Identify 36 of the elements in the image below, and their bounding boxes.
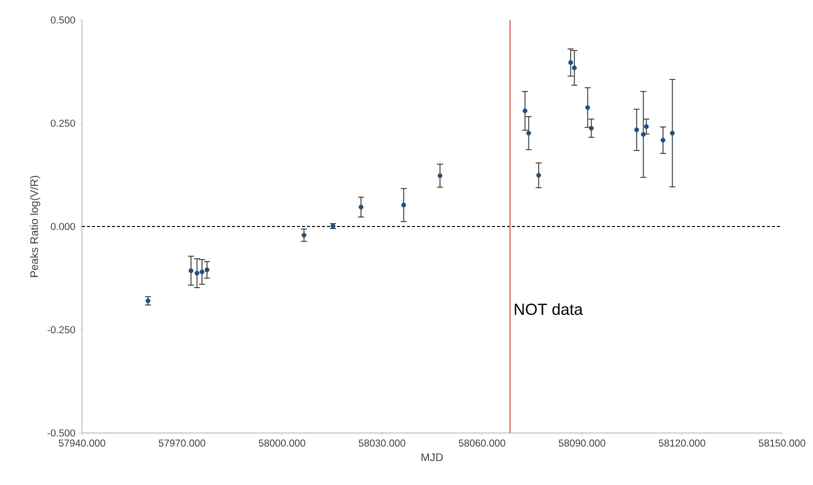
point bbox=[640, 132, 646, 137]
y-tick-label: -0.500 bbox=[48, 429, 76, 437]
y-tick-label: 0.250 bbox=[50, 120, 76, 127]
x-tick-label: 58120.000 bbox=[658, 440, 706, 447]
x-tick-label: 58150.000 bbox=[758, 440, 806, 447]
point bbox=[522, 108, 528, 114]
y-tick-label: 0.500 bbox=[50, 16, 76, 24]
x-tick-label: 57940.000 bbox=[58, 440, 106, 447]
point bbox=[438, 173, 442, 178]
point bbox=[194, 270, 200, 276]
x-axis-title: MJD bbox=[422, 453, 443, 462]
x-tick-label: 57970.000 bbox=[158, 440, 206, 447]
x-tick-label: 58090.000 bbox=[558, 440, 606, 447]
point bbox=[568, 60, 574, 65]
point bbox=[188, 268, 194, 274]
point bbox=[536, 172, 542, 178]
x-tick-label: 58030.000 bbox=[358, 440, 406, 447]
y-tick-label: 0.000 bbox=[50, 222, 76, 230]
point bbox=[526, 130, 532, 136]
point bbox=[644, 124, 649, 129]
point bbox=[572, 66, 577, 70]
y-tick-label: -0.250 bbox=[48, 326, 76, 334]
x-tick-label: 58000.000 bbox=[258, 440, 306, 447]
point bbox=[588, 126, 594, 131]
point bbox=[634, 127, 640, 132]
point bbox=[200, 270, 204, 274]
point bbox=[585, 105, 590, 110]
point bbox=[358, 204, 364, 210]
point bbox=[204, 267, 210, 272]
point bbox=[401, 202, 406, 208]
x-tick-label: 58060.000 bbox=[458, 440, 506, 447]
point bbox=[660, 138, 666, 143]
point bbox=[302, 232, 306, 238]
point bbox=[670, 130, 675, 136]
y-axis-title: Peaks Ratio log(V/R) bbox=[30, 176, 40, 277]
ref-line-label: NOT data bbox=[514, 303, 583, 315]
